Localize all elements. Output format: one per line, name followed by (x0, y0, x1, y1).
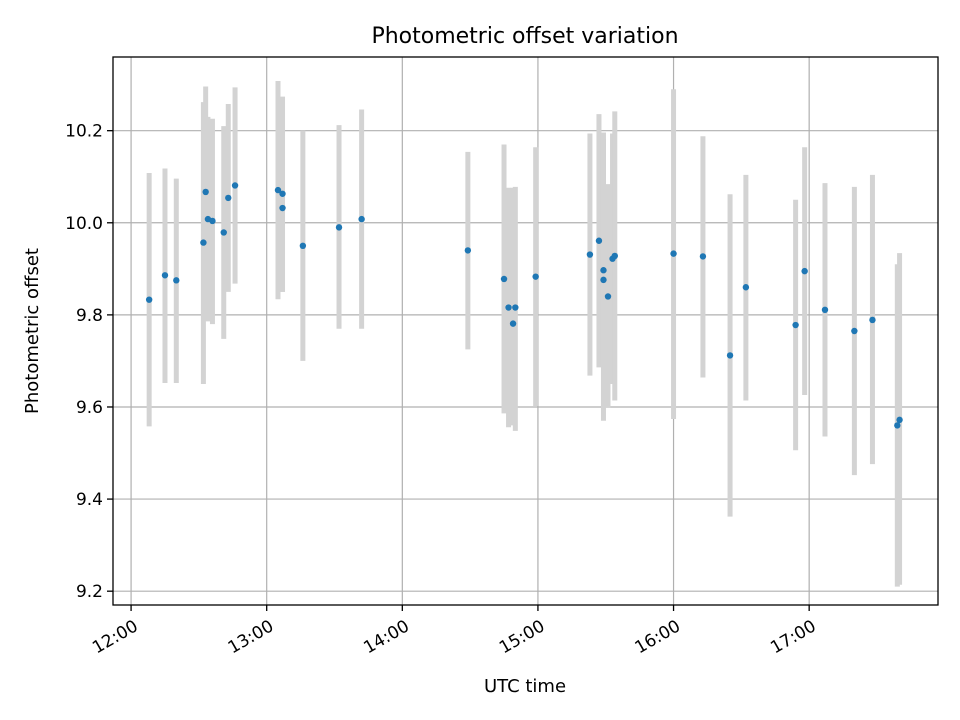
chart-title: Photometric offset variation (371, 24, 678, 49)
x-tick-label: 15:00 (496, 616, 548, 658)
x-tick-label: 17:00 (767, 616, 819, 658)
data-point (220, 229, 227, 236)
data-point (335, 224, 343, 231)
data-point (600, 267, 607, 274)
data-point (595, 237, 603, 244)
data-point (821, 306, 829, 314)
data-point (464, 247, 472, 254)
data-point (742, 284, 750, 291)
data-point (161, 272, 169, 279)
data-point (851, 327, 858, 335)
y-tick-label: 9.2 (76, 582, 103, 602)
data-point (279, 190, 286, 197)
data-point (145, 296, 153, 303)
x-axis-ticks: 12:00 13:00 14:00 15:00 16:00 17:00 (89, 605, 820, 658)
data-point (358, 215, 365, 223)
x-tick-label: 14:00 (360, 616, 412, 658)
data-point (200, 239, 207, 246)
x-axis-label: UTC time (484, 676, 566, 697)
data-point (792, 321, 799, 329)
data-point (299, 242, 307, 250)
y-axis-label: Photometric offset (22, 248, 43, 414)
data-point (231, 182, 239, 189)
y-tick-label: 9.4 (76, 490, 103, 510)
y-tick-label: 9.8 (76, 306, 103, 326)
data-point (512, 304, 519, 311)
y-tick-label: 10.2 (65, 122, 103, 142)
data-point (202, 188, 209, 196)
data-point (173, 277, 180, 284)
data-point (670, 250, 677, 257)
data-point (896, 416, 903, 424)
data-point (532, 273, 539, 280)
data-point (726, 352, 734, 359)
data-point (274, 186, 282, 194)
error-bars (146, 80, 903, 587)
data-point (505, 304, 512, 311)
data-point (209, 217, 216, 225)
y-tick-label: 10.0 (65, 214, 103, 234)
data-points (145, 182, 903, 429)
data-point (500, 275, 508, 283)
data-point (225, 194, 232, 202)
x-tick-label: 12:00 (89, 616, 141, 658)
data-point (869, 316, 876, 324)
data-point (894, 422, 901, 429)
y-axis-ticks: 9.2 9.4 9.6 9.8 10.0 10.2 (65, 122, 113, 602)
data-point (801, 267, 808, 275)
data-point (586, 251, 594, 258)
data-point (600, 276, 607, 284)
data-point (611, 252, 618, 260)
data-point (509, 320, 517, 327)
data-point (279, 204, 286, 212)
data-point (604, 293, 612, 300)
plot-frame (112, 56, 939, 606)
y-tick-label: 9.6 (76, 398, 103, 418)
data-point (699, 253, 707, 260)
x-tick-label: 13:00 (225, 616, 277, 658)
x-tick-label: 16:00 (632, 616, 684, 658)
